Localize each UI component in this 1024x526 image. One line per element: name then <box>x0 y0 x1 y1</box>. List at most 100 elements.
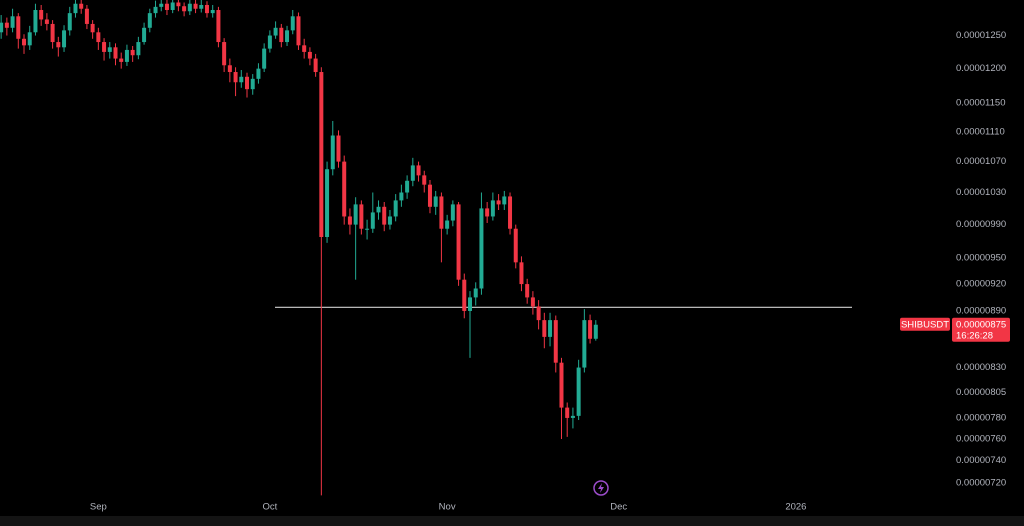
candle-body <box>508 196 513 229</box>
candle-body <box>439 196 444 229</box>
candle-body <box>250 78 255 90</box>
y-tick-label: 0.00000920 <box>956 279 1006 290</box>
candle-body <box>342 161 347 217</box>
candle-body <box>67 13 72 31</box>
candle-body <box>519 262 524 285</box>
y-tick-label: 0.00000950 <box>956 253 1006 264</box>
candle-body <box>365 228 370 230</box>
event-icon <box>593 480 609 496</box>
last-price-label: 0.00000875 <box>956 319 1006 330</box>
symbol-label-box <box>900 317 950 331</box>
x-tick-label: 2026 <box>785 502 806 513</box>
candle-body <box>199 4 204 9</box>
candle-body <box>233 72 238 83</box>
candle-body <box>336 135 341 162</box>
candle-body <box>576 367 581 416</box>
candle-body <box>102 42 107 52</box>
candle-body <box>347 216 352 225</box>
candle-body <box>370 212 375 229</box>
candle-body <box>124 49 129 62</box>
candle-body <box>296 16 301 46</box>
candle-body <box>96 32 101 43</box>
candle-body <box>113 47 118 59</box>
candle-body <box>130 49 135 56</box>
countdown-label: 16:26:28 <box>956 330 993 341</box>
candle-body <box>216 9 221 43</box>
y-tick-label: 0.00001250 <box>956 30 1006 41</box>
x-tick-label: Nov <box>439 502 456 513</box>
candle-body <box>204 4 209 14</box>
candle-body <box>445 220 450 229</box>
candle-body <box>530 297 535 307</box>
candle-body <box>193 3 198 9</box>
candle-body <box>536 306 541 321</box>
candle-body <box>44 19 49 24</box>
candle-body <box>559 362 564 408</box>
y-tick-label: 0.00001200 <box>956 63 1006 74</box>
candle-body <box>485 208 490 217</box>
candle-body <box>302 45 307 52</box>
candle-body <box>210 9 215 14</box>
candle-body <box>239 76 244 83</box>
y-tick-label: 0.00001110 <box>956 126 1005 137</box>
candle-body <box>256 68 261 79</box>
y-tick-label: 0.00001150 <box>956 98 1006 109</box>
candle-body <box>382 206 387 225</box>
candle-body <box>525 284 530 298</box>
candle-body <box>27 32 32 46</box>
candle-body <box>50 23 55 43</box>
candle-body <box>33 9 38 33</box>
y-tick-label: 0.00000990 <box>956 219 1006 230</box>
y-tick-label: 0.00001030 <box>956 187 1006 198</box>
candle-body <box>245 76 250 90</box>
candle-body <box>450 204 455 221</box>
candle-body <box>427 184 432 207</box>
candle-body <box>565 407 570 418</box>
candle-body <box>405 180 410 193</box>
candle-body <box>73 3 78 14</box>
y-tick-label: 0.00001070 <box>956 156 1006 167</box>
candle-body <box>468 297 472 311</box>
y-tick-label: 0.00000740 <box>956 455 1006 466</box>
candle-body <box>79 3 84 9</box>
candle-body <box>222 42 227 66</box>
y-tick-label: 0.00000720 <box>956 477 1006 488</box>
y-tick-label: 0.00000760 <box>956 434 1006 445</box>
candle-body <box>285 30 290 43</box>
candle-body <box>582 320 587 368</box>
candle-body <box>496 200 501 205</box>
x-tick-label: Sep <box>90 502 107 513</box>
symbol-label: SHIBUSDT <box>901 319 949 330</box>
candle-body <box>164 3 169 10</box>
candle-body <box>376 206 381 213</box>
candle-body <box>279 27 284 43</box>
candle-body <box>56 42 61 48</box>
candle-body <box>136 42 141 56</box>
candle-body <box>313 58 318 73</box>
candle-body <box>22 38 27 46</box>
candle-body <box>4 22 9 28</box>
y-tick-label: 0.00000890 <box>956 305 1006 316</box>
candle-body <box>479 208 484 289</box>
candle-body <box>62 30 67 48</box>
candle-body <box>10 16 15 28</box>
candle-body <box>359 204 364 229</box>
candle-body <box>176 2 181 7</box>
candle-body <box>325 169 330 237</box>
candle-body <box>588 320 593 339</box>
candle-body <box>107 47 112 52</box>
candle-body <box>0 22 4 33</box>
candle-body <box>182 6 187 12</box>
candle-body <box>433 196 438 207</box>
candle-body <box>422 175 427 185</box>
candle-body <box>290 16 295 31</box>
last-price-box <box>952 317 1010 342</box>
candle-body <box>353 204 358 225</box>
candle-body <box>462 279 467 311</box>
candle-body <box>39 9 44 20</box>
candle-body <box>393 200 398 217</box>
y-tick-label: 0.00000780 <box>956 412 1006 423</box>
candle-body <box>90 23 95 33</box>
